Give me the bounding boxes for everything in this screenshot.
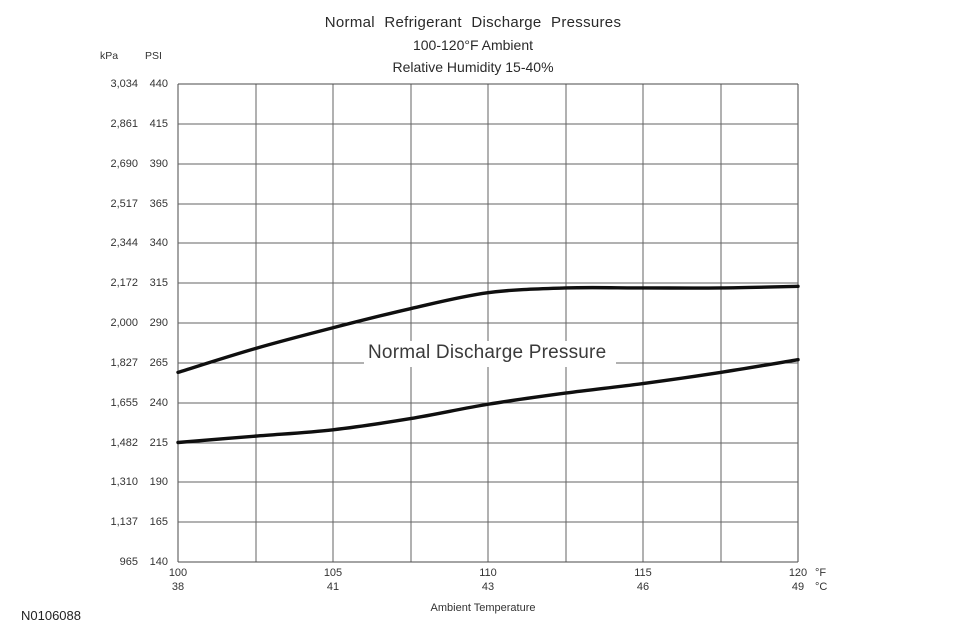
- y-tick-kpa-label: 2,517: [110, 197, 138, 210]
- chart-subtitle-humidity: Relative Humidity 15-40%: [392, 59, 554, 75]
- y-tick-psi-label: 440: [149, 78, 168, 90]
- y-tick-kpa-label: 965: [119, 556, 138, 568]
- y-tick-kpa-label: 1,482: [110, 436, 138, 449]
- y-tick-psi-label: 290: [149, 317, 168, 329]
- x-tick-celsius-label: 38: [171, 581, 185, 593]
- x-tick-fahrenheit-label: 105: [323, 567, 343, 579]
- x-tick-fahrenheit-label: 115: [634, 567, 652, 579]
- x-tick-celsius-label: 43: [481, 581, 495, 593]
- y-tick-kpa-label: 2,000: [110, 317, 138, 329]
- y-tick-kpa-label: 1,655: [110, 396, 138, 409]
- y-tick-psi-label: 365: [149, 197, 168, 210]
- y-tick-psi-label: 315: [149, 277, 168, 290]
- curve-annotation: Normal Discharge Pressure: [364, 341, 617, 367]
- x-tick-fahrenheit-label: 120: [788, 567, 808, 579]
- y-tick-psi-label: 140: [149, 556, 168, 568]
- y-tick-psi-label: 415: [149, 117, 168, 130]
- y-tick-psi-label: 215: [149, 436, 168, 449]
- y-tick-psi-label: 390: [149, 157, 168, 170]
- y-tick-kpa-label: 1,137: [110, 516, 138, 529]
- y-tick-kpa-label: 2,690: [110, 157, 138, 170]
- y-tick-kpa-label: 2,172: [110, 277, 138, 290]
- x-axis-unit-celsius: °C: [815, 581, 828, 593]
- x-tick-celsius-label: 46: [636, 581, 650, 593]
- y-tick-kpa-label: 2,344: [110, 237, 138, 250]
- figure-number: N0106088: [21, 608, 81, 623]
- y-tick-kpa-label: 3,034: [110, 78, 138, 90]
- chart-title: Normal Refrigerant Discharge Pressures: [324, 14, 622, 31]
- chart-subtitle-ambient: 100-120°F Ambient: [412, 37, 533, 53]
- y-tick-kpa-label: 2,861: [110, 117, 138, 130]
- y-tick-psi-label: 340: [149, 237, 168, 250]
- x-tick-celsius-label: 41: [326, 581, 340, 593]
- y-tick-psi-label: 265: [149, 356, 168, 369]
- x-tick-fahrenheit-label: 100: [168, 567, 188, 579]
- y-axis-unit-kpa: kPa: [100, 50, 119, 62]
- y-tick-psi-label: 240: [149, 396, 168, 409]
- y-tick-psi-label: 165: [149, 516, 168, 529]
- y-tick-kpa-label: 1,310: [110, 476, 138, 489]
- x-tick-celsius-label: 49: [791, 581, 805, 593]
- pressure-curve-lower: [176, 357, 800, 445]
- y-tick-kpa-label: 1,827: [110, 356, 138, 369]
- x-axis-title: Ambient Temperature: [430, 602, 536, 614]
- pressure-curve-upper: [176, 284, 800, 375]
- x-axis-unit-fahrenheit: °F: [815, 567, 827, 579]
- title-block: Normal Refrigerant Discharge Pressures 1…: [98, 11, 848, 78]
- y-tick-psi-label: 190: [149, 476, 168, 489]
- y-axis-unit-psi: PSI: [145, 50, 162, 62]
- x-tick-fahrenheit-label: 110: [479, 567, 497, 579]
